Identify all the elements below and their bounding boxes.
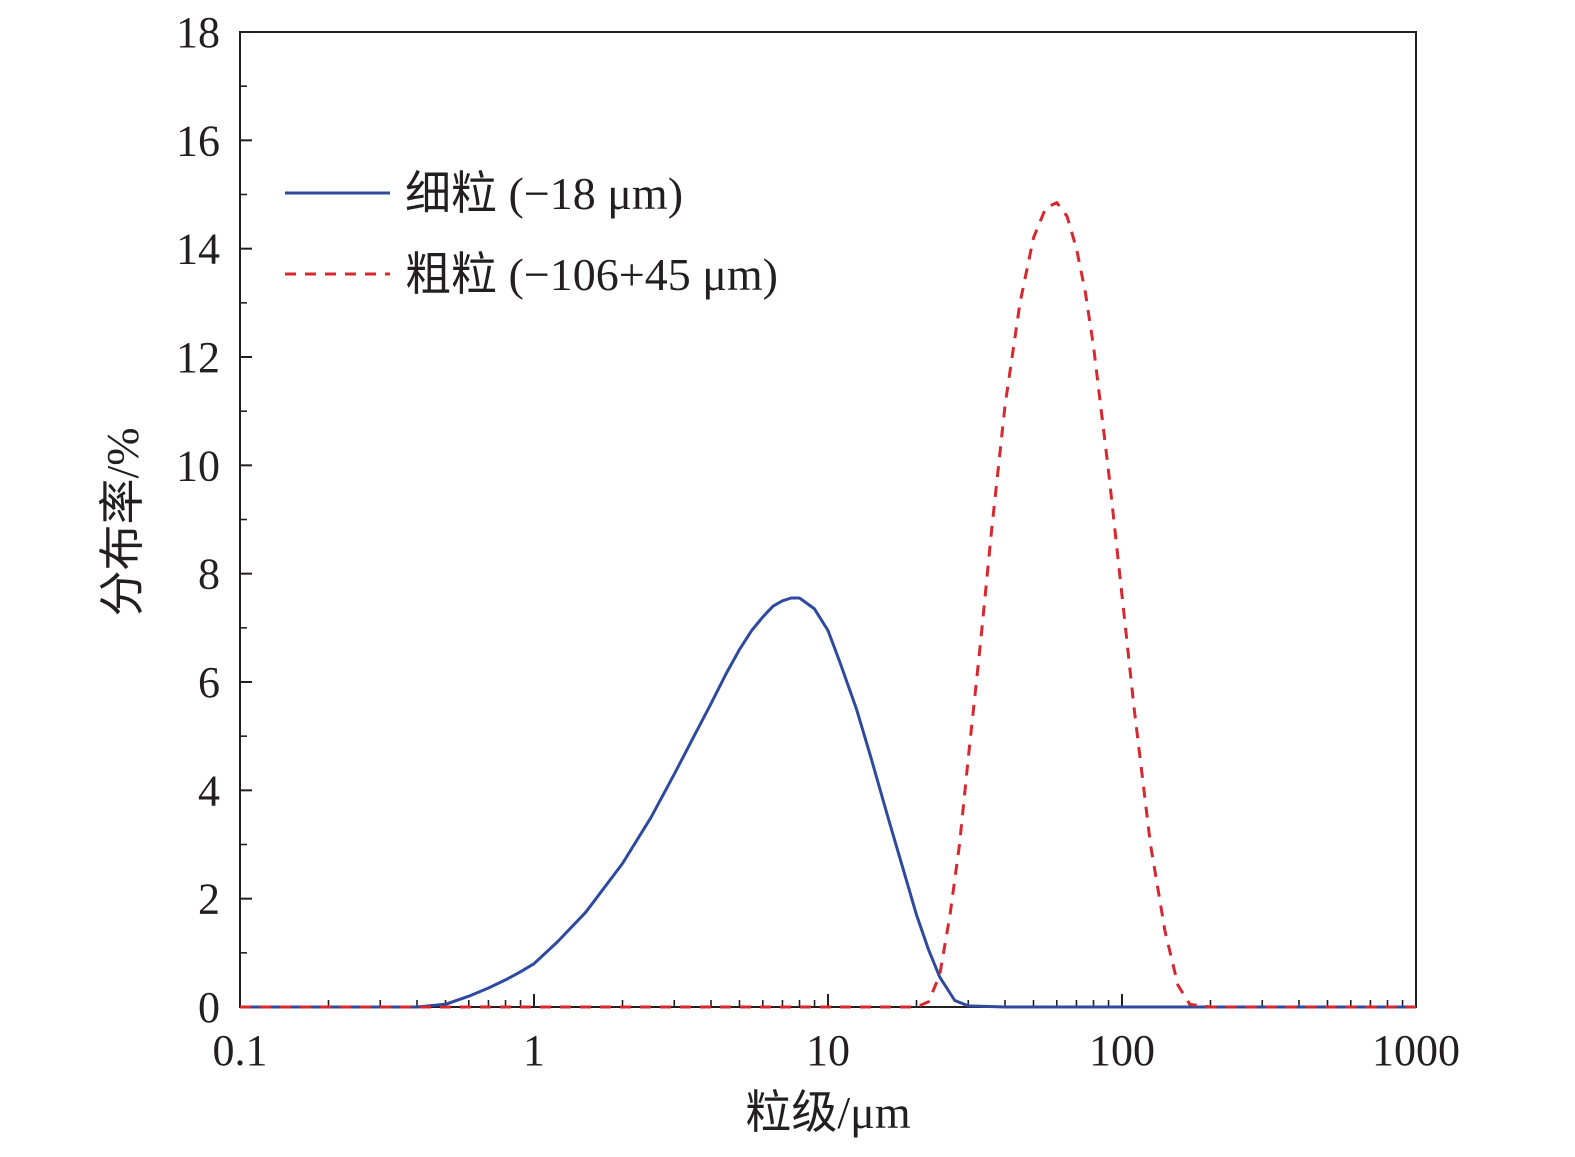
y-tick-label: 12 xyxy=(176,333,220,382)
y-axis-label: 分布率/% xyxy=(97,427,148,616)
x-tick-label: 1000 xyxy=(1372,1026,1460,1075)
y-tick-label: 0 xyxy=(198,983,220,1032)
y-axis-ticks: 0 2 4 6 8 10 12 14 16 18 xyxy=(176,8,252,1032)
x-axis-ticks: 0.1 1 10 100 1000 xyxy=(213,994,1460,1075)
y-tick-label: 6 xyxy=(198,658,220,707)
y-tick-label: 8 xyxy=(198,550,220,599)
y-tick-label: 4 xyxy=(198,766,220,815)
y-tick-label: 2 xyxy=(198,875,220,924)
coarse-particle-series-line xyxy=(240,201,1416,1009)
x-axis-label: 粒级/μm xyxy=(745,1087,910,1138)
legend-label-fine: 细粒 (−18 μm) xyxy=(405,168,683,219)
series-layer xyxy=(240,201,1416,1009)
y-tick-label: 18 xyxy=(176,8,220,57)
y-tick-label: 10 xyxy=(176,441,220,490)
x-tick-label: 0.1 xyxy=(213,1026,268,1075)
y-tick-label: 14 xyxy=(176,225,220,274)
y-tick-label: 16 xyxy=(176,116,220,165)
legend-label-coarse: 粗粒 (−106+45 μm) xyxy=(405,249,778,300)
fine-particle-series-line xyxy=(240,596,1416,1009)
x-tick-label: 1 xyxy=(523,1026,545,1075)
legend: 细粒 (−18 μm) 粗粒 (−106+45 μm) xyxy=(285,168,778,300)
x-tick-label: 10 xyxy=(806,1026,850,1075)
x-tick-label: 100 xyxy=(1089,1026,1155,1075)
